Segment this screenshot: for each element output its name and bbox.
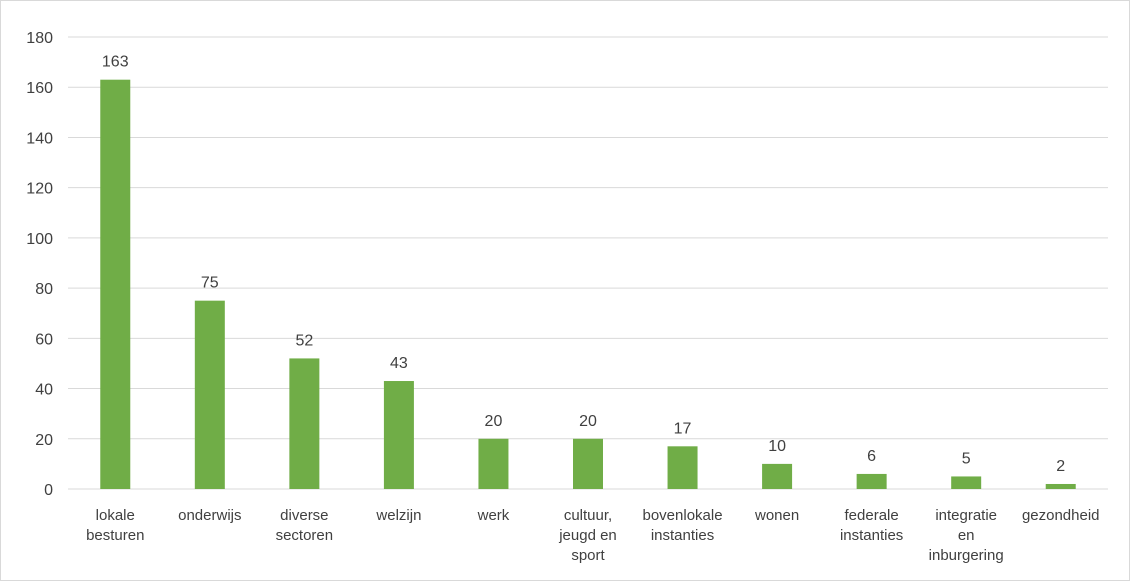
x-tick-label: diverse sectoren	[276, 507, 334, 544]
bar	[1045, 483, 1076, 489]
x-tick-label: wonen	[754, 507, 799, 524]
y-tick-label: 60	[35, 331, 53, 348]
y-tick-label: 160	[26, 80, 53, 97]
x-tick-label: lokale besturen	[86, 507, 144, 544]
data-label: 75	[201, 275, 219, 292]
data-label: 163	[102, 54, 129, 71]
y-tick-label: 0	[44, 482, 53, 499]
x-tick-label: werk	[477, 507, 510, 524]
bar	[194, 300, 225, 489]
bar	[951, 476, 982, 489]
y-tick-label: 20	[35, 432, 53, 449]
data-label: 20	[579, 413, 597, 430]
bar	[100, 79, 131, 489]
y-tick-label: 140	[26, 130, 53, 147]
x-tick-label: integratie en inburgering	[929, 507, 1004, 564]
x-tick-label: bovenlokale instanties	[643, 507, 723, 544]
y-tick-label: 40	[35, 382, 53, 399]
data-label: 52	[295, 332, 313, 349]
data-label: 43	[390, 355, 408, 372]
bar	[667, 446, 698, 489]
x-tick-label: welzijn	[375, 507, 421, 524]
data-label: 6	[867, 448, 876, 465]
bar	[762, 463, 793, 489]
bar	[478, 438, 509, 489]
data-label: 5	[962, 450, 971, 467]
y-tick-label: 100	[26, 231, 53, 248]
bar	[573, 438, 603, 489]
y-tick-label: 180	[26, 30, 53, 47]
bar	[289, 358, 320, 489]
x-tick-label: onderwijs	[178, 507, 241, 524]
bar	[856, 473, 887, 489]
bar	[383, 381, 414, 489]
data-label: 17	[674, 420, 692, 437]
data-label: 2	[1056, 458, 1065, 475]
y-tick-label: 80	[35, 281, 53, 298]
x-tick-label: gezondheid	[1022, 507, 1100, 524]
x-tick-label: cultuur, jeugd en sport	[558, 507, 617, 564]
data-label: 10	[768, 438, 786, 455]
y-tick-label: 120	[26, 181, 53, 198]
x-tick-label: federale instanties	[840, 507, 903, 544]
data-label: 20	[485, 413, 503, 430]
